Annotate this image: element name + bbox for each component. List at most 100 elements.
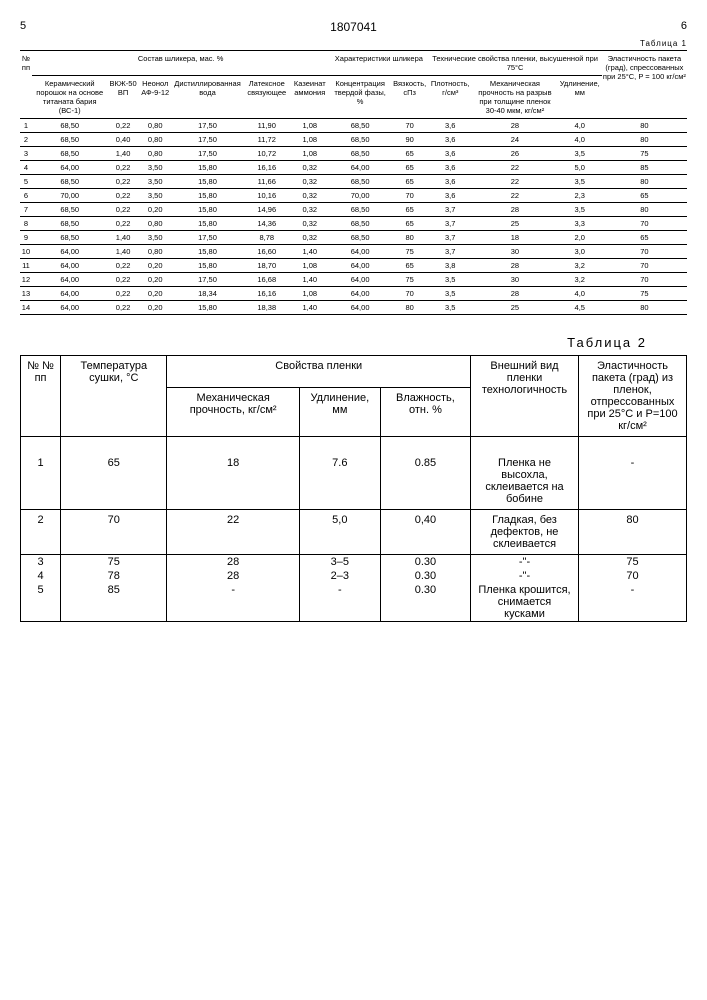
table-cell: 17,50	[172, 147, 243, 161]
table-cell: 68,50	[329, 147, 391, 161]
table-cell: 70	[391, 287, 428, 301]
t2-col-num: № № пп	[21, 356, 61, 437]
table-cell: 18,70	[243, 259, 290, 273]
table-cell: -	[167, 583, 299, 622]
patent-number: 1807041	[26, 20, 681, 34]
table-cell: 3,3	[558, 217, 602, 231]
t2-col-mech: Механическая прочность, кг/см²	[167, 387, 299, 437]
table-cell: 68,50	[32, 119, 108, 133]
table-cell: 25	[472, 217, 558, 231]
table-cell: 64,00	[329, 301, 391, 315]
table-cell: 3,6	[428, 189, 472, 203]
table-row: 670,000,223,5015,8010,160,3270,00703,622…	[20, 189, 687, 203]
table-cell: 3,7	[428, 231, 472, 245]
table-row: 1164,000,220,2015,8018,701,0864,00653,82…	[20, 259, 687, 273]
table-cell: 0,22	[108, 287, 139, 301]
table-cell: 64,00	[329, 161, 391, 175]
col-num: № пп	[20, 51, 32, 119]
table-cell: 0,80	[139, 245, 172, 259]
table-cell: 13	[20, 287, 32, 301]
table-row: 868,500,220,8015,8014,360,3268,50653,725…	[20, 217, 687, 231]
table-cell: 90	[391, 133, 428, 147]
table1-label: Таблица 1	[20, 39, 687, 48]
t2-col-appearance: Внешний вид пленки технологичность	[471, 356, 579, 437]
table-cell: 3,50	[139, 175, 172, 189]
table-cell: 3,5	[428, 287, 472, 301]
table-cell: 28	[472, 203, 558, 217]
table-cell: 68,50	[32, 175, 108, 189]
table-cell: 68,50	[329, 217, 391, 231]
table-cell: 3,2	[558, 273, 602, 287]
table-cell: 0,20	[139, 203, 172, 217]
table-cell: 2	[21, 510, 61, 555]
table-row: 165187.60.85Пленка не высохла, склеивает…	[21, 437, 687, 510]
table-cell: 3,6	[428, 119, 472, 133]
table-cell: 70	[602, 273, 687, 287]
table-cell: 11,90	[243, 119, 290, 133]
table-cell: 11,66	[243, 175, 290, 189]
table-cell: 78	[61, 569, 167, 583]
table-cell: 28	[167, 555, 299, 570]
table-cell: 17,50	[172, 133, 243, 147]
col-elasticity: Эластичность пакета (град), спрессованны…	[602, 51, 687, 119]
page-right: 6	[681, 20, 687, 34]
table-cell: 25	[472, 301, 558, 315]
table-cell: 0.30	[380, 569, 470, 583]
table-cell: 70,00	[32, 189, 108, 203]
table-cell: 15,80	[172, 203, 243, 217]
table-cell: 0,20	[139, 287, 172, 301]
table-cell: 18,38	[243, 301, 290, 315]
table-cell: Пленка не высохла, склеивается на бобине	[471, 437, 579, 510]
group-composition: Состав шликера, мас. %	[32, 51, 329, 76]
table-cell: 65	[61, 437, 167, 510]
t2-group-film: Свойства пленки	[167, 356, 471, 388]
table-cell: 75	[391, 245, 428, 259]
table-cell: 64,00	[32, 259, 108, 273]
table-cell: 0,40	[380, 510, 470, 555]
table-cell: 64,00	[32, 287, 108, 301]
table-cell: 14,36	[243, 217, 290, 231]
table-cell: 65	[391, 217, 428, 231]
table-cell: 4	[20, 161, 32, 175]
table-cell: 70	[579, 569, 687, 583]
table-cell: 70	[391, 119, 428, 133]
table-cell: 75	[602, 287, 687, 301]
group-film: Технические свойства пленки, высушенной …	[428, 51, 601, 76]
table-cell: 12	[20, 273, 32, 287]
table-cell: 14	[20, 301, 32, 315]
col-neonol: Неонол АФ-9-12	[139, 76, 172, 119]
table-cell: 65	[391, 259, 428, 273]
table-cell: 8,78	[243, 231, 290, 245]
table-cell: 68,50	[329, 175, 391, 189]
table-cell: 64,00	[329, 259, 391, 273]
table-cell: 3,50	[139, 189, 172, 203]
table1: № пп Состав шликера, мас. % Характеристи…	[20, 50, 687, 315]
table-cell: 10	[20, 245, 32, 259]
table-cell: 17,50	[172, 273, 243, 287]
table-cell: 28	[167, 569, 299, 583]
table-row: 464,000,223,5015,8016,160,3264,00653,622…	[20, 161, 687, 175]
table-cell: 5	[20, 175, 32, 189]
table-cell: 3,6	[428, 133, 472, 147]
table-cell: 70	[61, 510, 167, 555]
table-cell: 70,00	[329, 189, 391, 203]
table-cell: Пленка крошится, снимается кусками	[471, 583, 579, 622]
table-cell: 10,16	[243, 189, 290, 203]
table-cell: 14,96	[243, 203, 290, 217]
table-cell: 15,80	[172, 217, 243, 231]
table-cell: 1,40	[290, 301, 329, 315]
table-cell: 0.30	[380, 583, 470, 622]
table-cell: 0,32	[290, 231, 329, 245]
table-cell: 0,32	[290, 175, 329, 189]
table-cell: 15,80	[172, 189, 243, 203]
table-cell: 1,40	[290, 273, 329, 287]
table-cell: 4	[21, 569, 61, 583]
table-cell: 68,50	[32, 203, 108, 217]
table-cell: 3,50	[139, 161, 172, 175]
table-cell: 15,80	[172, 175, 243, 189]
table-cell: 9	[20, 231, 32, 245]
table-cell: 64,00	[329, 287, 391, 301]
table-cell: 70	[602, 245, 687, 259]
table-cell: 3,5	[428, 301, 472, 315]
table-cell: 75	[579, 555, 687, 570]
